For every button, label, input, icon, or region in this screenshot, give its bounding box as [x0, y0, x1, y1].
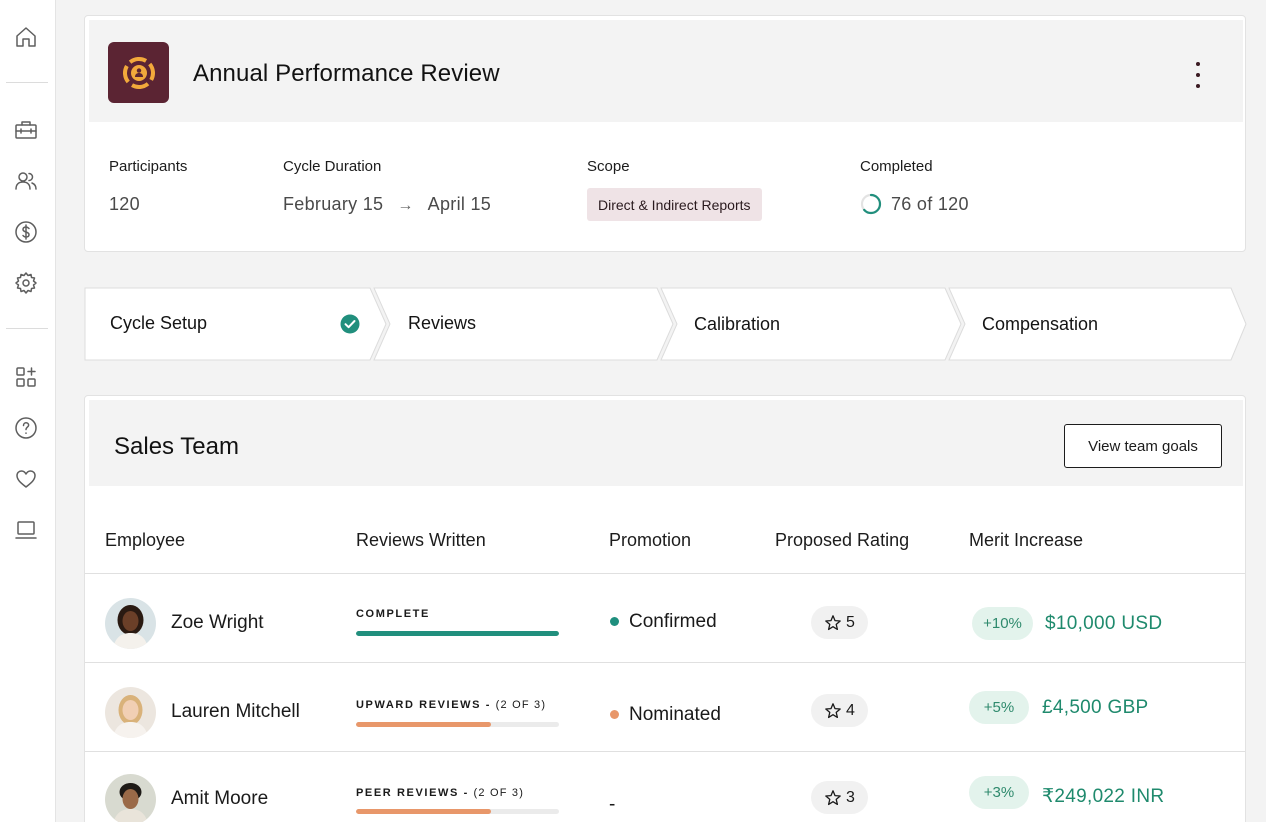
review-status-text: PEER REVIEWS -	[356, 787, 474, 799]
avatar	[105, 774, 156, 822]
completed-value: 76 of 120	[891, 194, 969, 214]
review-status-count: (2 OF 3)	[495, 699, 547, 711]
rating-badge[interactable]: 5	[811, 606, 868, 639]
review-summary-card: Annual Performance Review Participants 1…	[84, 15, 1246, 252]
laptop-icon[interactable]	[13, 517, 39, 543]
view-team-goals-button[interactable]: View team goals	[1064, 424, 1222, 468]
review-progress-bar	[356, 722, 559, 727]
col-proposed-rating[interactable]: Proposed Rating	[775, 530, 910, 550]
completed-label: Completed	[860, 158, 933, 175]
col-merit-increase[interactable]: Merit Increase	[969, 530, 1084, 550]
rating-value: 4	[846, 701, 855, 719]
step-shape-calibration	[660, 287, 962, 361]
review-logo	[108, 42, 169, 103]
step-shape-reviews	[373, 287, 674, 361]
team-card: Sales Team View team goals Employee Revi…	[84, 395, 1246, 822]
rating-badge[interactable]: 4	[811, 694, 868, 727]
merit-amount: ₹249,022 INR	[1042, 786, 1165, 807]
review-status: UPWARD REVIEWS - (2 OF 3)	[356, 699, 546, 711]
arrow-right-icon: →	[397, 197, 414, 214]
people-icon[interactable]	[13, 168, 39, 194]
home-icon[interactable]	[13, 24, 39, 50]
participants-label: Participants	[109, 158, 188, 175]
merit-percent-badge: +5%	[969, 691, 1029, 724]
completion-ring-icon	[860, 193, 882, 215]
review-status-text: COMPLETE	[356, 608, 430, 620]
duration-start: February 15	[283, 194, 384, 214]
participants-value: 120	[109, 194, 140, 214]
avatar	[105, 687, 156, 738]
scope-badge: Direct & Indirect Reports	[587, 188, 762, 221]
rating-badge[interactable]: 3	[811, 781, 868, 814]
employee-name[interactable]: Lauren Mitchell	[171, 701, 300, 722]
col-reviews-written[interactable]: Reviews Written	[356, 530, 486, 550]
merit-percent-badge: +3%	[969, 776, 1029, 809]
help-icon[interactable]	[13, 415, 39, 441]
nav-divider	[6, 328, 48, 329]
star-icon	[825, 614, 841, 630]
row-divider	[85, 662, 1245, 663]
review-status: COMPLETE	[356, 608, 430, 620]
step-label-compensation: Compensation	[982, 314, 1099, 334]
employee-name[interactable]: Amit Moore	[171, 788, 269, 809]
review-progress-bar	[356, 809, 559, 814]
review-status-text: UPWARD REVIEWS -	[356, 699, 496, 711]
promotion-status-dot	[610, 710, 619, 719]
team-title: Sales Team	[114, 433, 239, 460]
avatar	[105, 598, 156, 649]
promotion-status: Nominated	[629, 704, 721, 725]
team-header: Sales Team View team goals	[89, 400, 1243, 486]
row-divider	[85, 751, 1245, 752]
rating-value: 3	[846, 788, 855, 806]
stepper-shapes	[84, 287, 1247, 361]
review-status: PEER REVIEWS - (2 OF 3)	[356, 787, 524, 799]
nav-divider	[6, 82, 48, 83]
col-employee[interactable]: Employee	[105, 530, 186, 550]
step-label-reviews: Reviews	[408, 313, 477, 333]
review-progress-fill	[356, 631, 559, 636]
review-stepper: Cycle Setup Reviews Calibration Compensa…	[84, 287, 1248, 361]
target-person-icon	[122, 56, 155, 89]
merit-amount: $10,000 USD	[1045, 613, 1163, 634]
heart-icon[interactable]	[13, 466, 39, 492]
gear-icon[interactable]	[13, 270, 39, 296]
star-icon	[825, 789, 841, 805]
cycle-duration-value: February 15 → April 15	[283, 194, 491, 215]
promotion-status: -	[609, 794, 616, 815]
scope-label: Scope	[587, 158, 630, 175]
review-progress-fill	[356, 722, 492, 727]
col-promotion[interactable]: Promotion	[609, 530, 692, 550]
duration-end: April 15	[427, 194, 492, 214]
promotion-status-dot	[610, 617, 619, 626]
cycle-duration-label: Cycle Duration	[283, 158, 382, 175]
review-header: Annual Performance Review	[89, 20, 1243, 122]
employee-name[interactable]: Zoe Wright	[171, 612, 264, 633]
merit-amount: £4,500 GBP	[1042, 697, 1149, 718]
step-label-calibration: Calibration	[694, 314, 781, 334]
check-circle-icon	[340, 314, 360, 334]
row-divider	[85, 573, 1245, 574]
sidebar	[0, 0, 56, 822]
apps-icon[interactable]	[13, 364, 39, 390]
review-status-count: (2 OF 3)	[473, 787, 525, 799]
star-icon	[825, 702, 841, 718]
review-progress-bar	[356, 631, 559, 636]
step-shape-cycle-setup	[84, 287, 387, 361]
step-shape-compensation	[948, 287, 1247, 361]
more-options-icon[interactable]	[1191, 62, 1205, 88]
review-title: Annual Performance Review	[193, 60, 500, 87]
promotion-status: Confirmed	[629, 611, 717, 632]
step-label-cycle-setup: Cycle Setup	[110, 313, 208, 333]
merit-percent-badge: +10%	[972, 607, 1033, 640]
briefcase-icon[interactable]	[13, 117, 39, 143]
dollar-icon[interactable]	[13, 219, 39, 245]
rating-value: 5	[846, 613, 855, 631]
review-progress-fill	[356, 809, 492, 814]
